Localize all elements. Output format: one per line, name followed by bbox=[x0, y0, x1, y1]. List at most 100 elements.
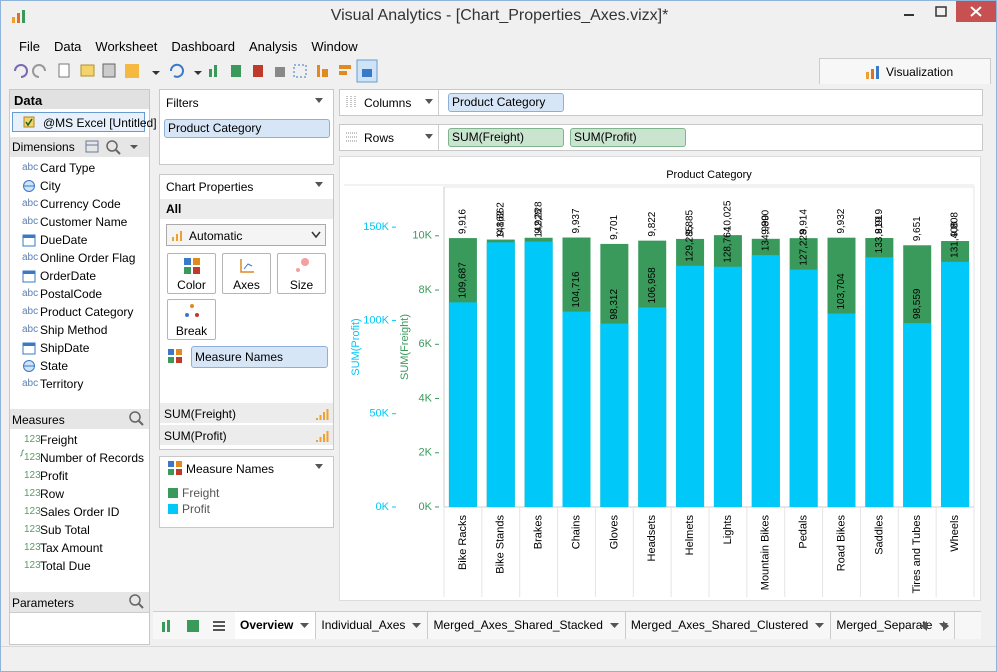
menu-bar: File Data Worksheet Dashboard Analysis Window bbox=[13, 39, 364, 54]
property-button[interactable]: Axes bbox=[222, 253, 271, 294]
row-pill[interactable]: SUM(Freight) bbox=[448, 128, 564, 147]
type-icon: 123 bbox=[24, 434, 41, 445]
tab-dropdown[interactable] bbox=[412, 623, 422, 629]
menu-item[interactable]: Dashboard bbox=[171, 39, 235, 54]
mark-glyph bbox=[316, 418, 318, 420]
menu-item[interactable]: Data bbox=[53, 39, 82, 54]
tab-dropdown[interactable] bbox=[609, 623, 619, 629]
legend-item[interactable]: Freight bbox=[168, 486, 288, 502]
x-tick-label: Brakes bbox=[533, 515, 545, 550]
data-label: 9,916 bbox=[458, 209, 469, 234]
measure-item[interactable]: Row bbox=[40, 487, 65, 501]
panel-header: Data bbox=[10, 90, 149, 109]
tab-dropdown[interactable] bbox=[815, 623, 825, 629]
tab-dropdown[interactable] bbox=[300, 623, 310, 629]
sheet-tab[interactable]: Overview bbox=[235, 612, 317, 639]
dimension-item[interactable]: DueDate bbox=[40, 233, 88, 247]
measure-item[interactable]: Number of Records bbox=[40, 451, 145, 465]
mark-glyph bbox=[326, 409, 329, 420]
chart-properties-panel: Chart Properties All Automatic Color Axes… bbox=[159, 174, 334, 450]
dimension-tools[interactable] bbox=[84, 139, 144, 155]
sheet-tab[interactable]: Merged_Separate bbox=[831, 612, 956, 639]
menu-item[interactable]: Worksheet bbox=[95, 39, 158, 54]
dimension-item[interactable]: Card Type bbox=[40, 161, 96, 175]
dropdown[interactable] bbox=[424, 98, 434, 106]
dimension-item[interactable]: Currency Code bbox=[40, 197, 121, 211]
axes-glyph bbox=[243, 263, 253, 270]
measure-item[interactable]: Profit bbox=[40, 469, 69, 483]
calc-mark bbox=[19, 449, 25, 457]
measure-list: SUM(Freight) SUM(Profit) bbox=[160, 403, 333, 447]
type-icon: 123 bbox=[24, 470, 41, 481]
mark-type-select[interactable]: Automatic bbox=[166, 224, 326, 246]
data-label: 134,990 bbox=[760, 215, 771, 252]
dimension-item[interactable]: ShipDate bbox=[40, 341, 90, 355]
dimension-item[interactable]: Customer Name bbox=[40, 215, 128, 229]
data-label: 9,701 bbox=[609, 214, 620, 239]
parameter-search[interactable] bbox=[128, 593, 146, 611]
legend-label: Freight bbox=[182, 486, 220, 500]
dimension-item[interactable]: OrderDate bbox=[40, 269, 97, 283]
measure-label: SUM(Freight) bbox=[164, 407, 237, 421]
parameters-box bbox=[10, 612, 149, 644]
menu-item[interactable]: Analysis bbox=[248, 39, 298, 54]
measure-item[interactable]: Tax Amount bbox=[40, 541, 103, 555]
dropdown[interactable] bbox=[314, 181, 324, 189]
window-controls[interactable] bbox=[894, 1, 996, 23]
x-tick-label: Wheels bbox=[949, 515, 961, 552]
measure-search[interactable] bbox=[128, 410, 146, 428]
mark-glyph bbox=[319, 437, 322, 442]
dimension-item[interactable]: PostalCode bbox=[40, 287, 103, 301]
dropdown[interactable] bbox=[314, 97, 324, 105]
menu-item[interactable]: Window bbox=[311, 39, 358, 54]
measure-item[interactable]: Freight bbox=[40, 433, 78, 447]
dropdown bbox=[311, 231, 321, 239]
sheet-tab[interactable]: Merged_Axes_Shared_Stacked bbox=[428, 612, 626, 639]
dimension-item[interactable]: Online Order Flag bbox=[40, 251, 136, 265]
chart-properties-title: Chart Properties bbox=[166, 180, 254, 194]
menu-item[interactable]: File bbox=[19, 39, 40, 54]
break-glyph bbox=[185, 313, 189, 317]
row-pill[interactable]: SUM(Profit) bbox=[570, 128, 686, 147]
size-glyph bbox=[301, 258, 309, 266]
dimension-item[interactable]: Product Category bbox=[40, 305, 134, 319]
button-label: Axes bbox=[233, 278, 260, 292]
type-icon: 123 bbox=[24, 542, 41, 553]
tick-label: 8K bbox=[419, 284, 433, 296]
dimension-item[interactable]: City bbox=[40, 179, 61, 193]
measure-item[interactable]: Sales Order ID bbox=[40, 505, 120, 519]
legend-item[interactable]: Profit bbox=[168, 502, 288, 518]
sheet-tab[interactable]: Merged_Axes_Shared_Clustered bbox=[625, 612, 832, 639]
dimension-item[interactable]: State bbox=[40, 359, 69, 373]
measure-row[interactable]: SUM(Profit) bbox=[160, 425, 333, 445]
chart: Product Category 0K 2K 4K 6K 8K 10K 0K 50K 100K 15… bbox=[339, 156, 981, 601]
measure-item[interactable]: Sub Total bbox=[40, 523, 90, 537]
property-button[interactable]: Break bbox=[167, 299, 216, 340]
dropdown[interactable] bbox=[424, 133, 434, 141]
tick-label: 6K bbox=[419, 338, 433, 350]
color-field-pill[interactable]: Measure Names bbox=[191, 346, 328, 368]
color-icon bbox=[168, 349, 182, 363]
filter-pill[interactable]: Product Category bbox=[164, 119, 330, 138]
button-label: Break bbox=[175, 324, 208, 338]
dimension-item[interactable]: Ship Method bbox=[40, 323, 108, 337]
swatch bbox=[184, 267, 191, 274]
dropdown[interactable] bbox=[314, 463, 324, 471]
measure-row[interactable]: SUM(Freight) bbox=[160, 403, 333, 423]
toolbar[interactable] bbox=[9, 59, 389, 83]
sheet-tab[interactable]: Individual_Axes bbox=[316, 612, 429, 639]
tab-tools[interactable] bbox=[159, 618, 233, 634]
calendar-top bbox=[23, 343, 35, 346]
data-label: 104,716 bbox=[571, 271, 582, 308]
column-pill[interactable]: Product Category bbox=[448, 93, 564, 112]
date-icon bbox=[22, 342, 36, 355]
visualization-tab[interactable]: Visualization bbox=[819, 58, 991, 84]
data-source[interactable]: @MS Excel [Untitled] bbox=[12, 112, 157, 132]
property-button[interactable]: Size bbox=[277, 253, 326, 294]
measure-item[interactable]: Total Due bbox=[40, 559, 91, 573]
rows-label: Rows bbox=[364, 131, 395, 145]
dimension-item[interactable]: Territory bbox=[40, 377, 84, 391]
tab-scroll[interactable] bbox=[915, 618, 955, 634]
property-button[interactable]: Color bbox=[167, 253, 216, 294]
calc-icon bbox=[19, 449, 25, 457]
